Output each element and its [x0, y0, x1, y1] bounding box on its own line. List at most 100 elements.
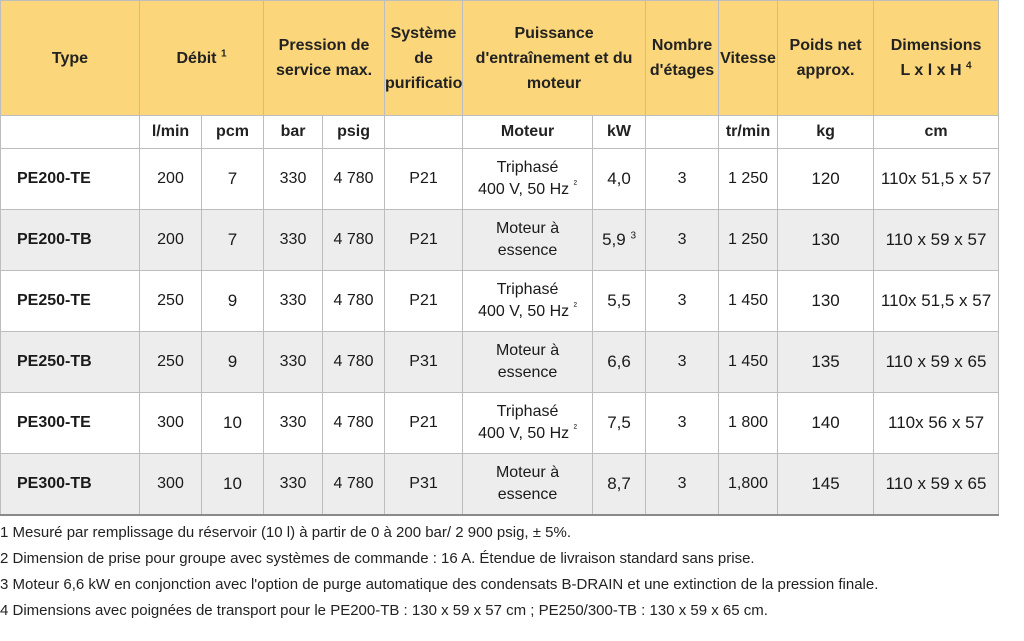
header-type: Type	[0, 0, 140, 116]
cell-bar: 330	[263, 148, 324, 210]
unit-moteur: Moteur	[462, 115, 594, 149]
cell-bar: 330	[263, 392, 324, 454]
cell-psig: 4 780	[322, 453, 386, 516]
cell-lmin: 300	[139, 453, 202, 516]
cell-dims: 110 x 59 x 65	[873, 331, 1000, 393]
footnote-ref: ²	[573, 301, 577, 313]
spec-table: Type Débit 1 Pression de service max. Sy…	[0, 0, 1000, 516]
cell-moteur: Moteur à essence	[462, 453, 594, 516]
cell-type: PE250-TE	[0, 270, 140, 332]
cell-kw: 5,5	[592, 270, 647, 332]
moteur-line2: 400 V, 50 Hz	[478, 425, 570, 442]
cell-bar: 330	[263, 331, 324, 393]
cell-psig: 4 780	[322, 270, 386, 332]
cell-lmin: 250	[139, 331, 202, 393]
header-row: Type Débit 1 Pression de service max. Sy…	[0, 0, 1000, 116]
cell-type: PE200-TB	[0, 209, 140, 271]
cell-kw: 6,6	[592, 331, 647, 393]
moteur-line1: Moteur à	[495, 220, 560, 237]
moteur-line2: essence	[497, 242, 558, 259]
table-row: PE200-TB 200 7 330 4 780 P21 Moteur à essence 5,…	[0, 209, 1000, 271]
unit-lmin: l/min	[139, 115, 202, 149]
unit-psig: psig	[322, 115, 386, 149]
cell-kg: 140	[777, 392, 875, 454]
cell-type: PE300-TB	[0, 453, 140, 516]
header-pression: Pression de service max.	[263, 0, 386, 116]
cell-trmin: 1 250	[718, 209, 779, 271]
moteur-line2: essence	[497, 486, 558, 503]
header-systeme: Système de purification	[384, 0, 464, 116]
cell-pcm: 9	[200, 270, 265, 332]
cell-pcm: 10	[200, 453, 265, 516]
unit-blank	[0, 115, 140, 149]
kw-value: 4,0	[607, 169, 631, 188]
cell-dims: 110 x 59 x 65	[873, 453, 1000, 516]
cell-bar: 330	[263, 270, 324, 332]
cell-trmin: 1 800	[718, 392, 779, 454]
cell-moteur: Moteur à essence	[462, 209, 594, 271]
moteur-line2: essence	[497, 364, 558, 381]
moteur-line1: Triphasé	[496, 403, 559, 420]
kw-value: 6,6	[607, 352, 631, 371]
cell-systeme: P31	[384, 331, 464, 393]
cell-lmin: 250	[139, 270, 202, 332]
kw-value: 5,5	[607, 291, 631, 310]
unit-kw: kW	[592, 115, 647, 149]
cell-kw: 7,5	[592, 392, 647, 454]
cell-systeme: P21	[384, 392, 464, 454]
cell-pcm: 7	[200, 148, 265, 210]
footnote: 3 Moteur 6,6 kW en conjonction avec l'op…	[0, 576, 879, 593]
table-row: PE200-TE 200 7 330 4 780 P21 Triphasé 400 V, 50…	[0, 148, 1000, 210]
table-row: PE250-TB 250 9 330 4 780 P31 Moteur à essence 6,…	[0, 331, 1000, 393]
cell-pcm: 10	[200, 392, 265, 454]
cell-kw: 4,0	[592, 148, 647, 210]
cell-lmin: 200	[139, 148, 202, 210]
cell-trmin: 1 450	[718, 331, 779, 393]
cell-kg: 135	[777, 331, 875, 393]
footnote-ref: ²	[573, 423, 577, 435]
cell-pcm: 9	[200, 331, 265, 393]
header-debit: Débit 1	[138, 0, 265, 116]
cell-type: PE300-TE	[0, 392, 140, 454]
moteur-line1: Triphasé	[496, 281, 559, 298]
cell-psig: 4 780	[322, 148, 386, 210]
cell-type: PE200-TE	[0, 148, 140, 210]
footnote: 2 Dimension de prise pour groupe avec sy…	[0, 550, 755, 567]
footnote: 1 Mesuré par remplissage du réservoir (1…	[0, 524, 572, 541]
unit-trmin: tr/min	[718, 115, 779, 149]
units-row: l/min pcm bar psig Moteur kW tr/min kg c…	[0, 115, 1000, 149]
table-row: PE300-TB 300 10 330 4 780 P31 Moteur à essence 8…	[0, 453, 1000, 516]
cell-systeme: P21	[384, 270, 464, 332]
moteur-line1: Triphasé	[496, 159, 559, 176]
cell-kg: 130	[777, 270, 875, 332]
footnotes: 1 Mesuré par remplissage du réservoir (1…	[0, 520, 1024, 624]
cell-kg: 130	[777, 209, 875, 271]
footnote-ref: 3	[630, 230, 636, 242]
cell-systeme: P21	[384, 148, 464, 210]
cell-psig: 4 780	[322, 392, 386, 454]
cell-systeme: P21	[384, 209, 464, 271]
cell-pcm: 7	[200, 209, 265, 271]
table-row: PE300-TE 300 10 330 4 780 P21 Triphasé 400 V, 5…	[0, 392, 1000, 454]
unit-blank	[384, 115, 464, 149]
table-row: PE250-TE 250 9 330 4 780 P21 Triphasé 400 V, 50…	[0, 270, 1000, 332]
unit-blank	[645, 115, 720, 149]
cell-kg: 120	[777, 148, 875, 210]
cell-kw: 8,7	[592, 453, 647, 516]
header-dimensions: Dimensions L x l x H 4	[873, 0, 1000, 116]
kw-value: 5,9	[602, 230, 626, 249]
cell-lmin: 300	[139, 392, 202, 454]
unit-kg: kg	[777, 115, 875, 149]
cell-etages: 3	[645, 270, 720, 332]
cell-dims: 110x 51,5 x 57	[873, 270, 1000, 332]
cell-etages: 3	[645, 392, 720, 454]
moteur-line2: 400 V, 50 Hz	[478, 181, 570, 198]
cell-psig: 4 780	[322, 331, 386, 393]
cell-moteur: Moteur à essence	[462, 331, 594, 393]
moteur-line2: 400 V, 50 Hz	[478, 303, 570, 320]
footnote-ref: ²	[573, 179, 577, 191]
header-poids: Poids net approx.	[777, 0, 875, 116]
cell-etages: 3	[645, 453, 720, 516]
cell-trmin: 1 250	[718, 148, 779, 210]
